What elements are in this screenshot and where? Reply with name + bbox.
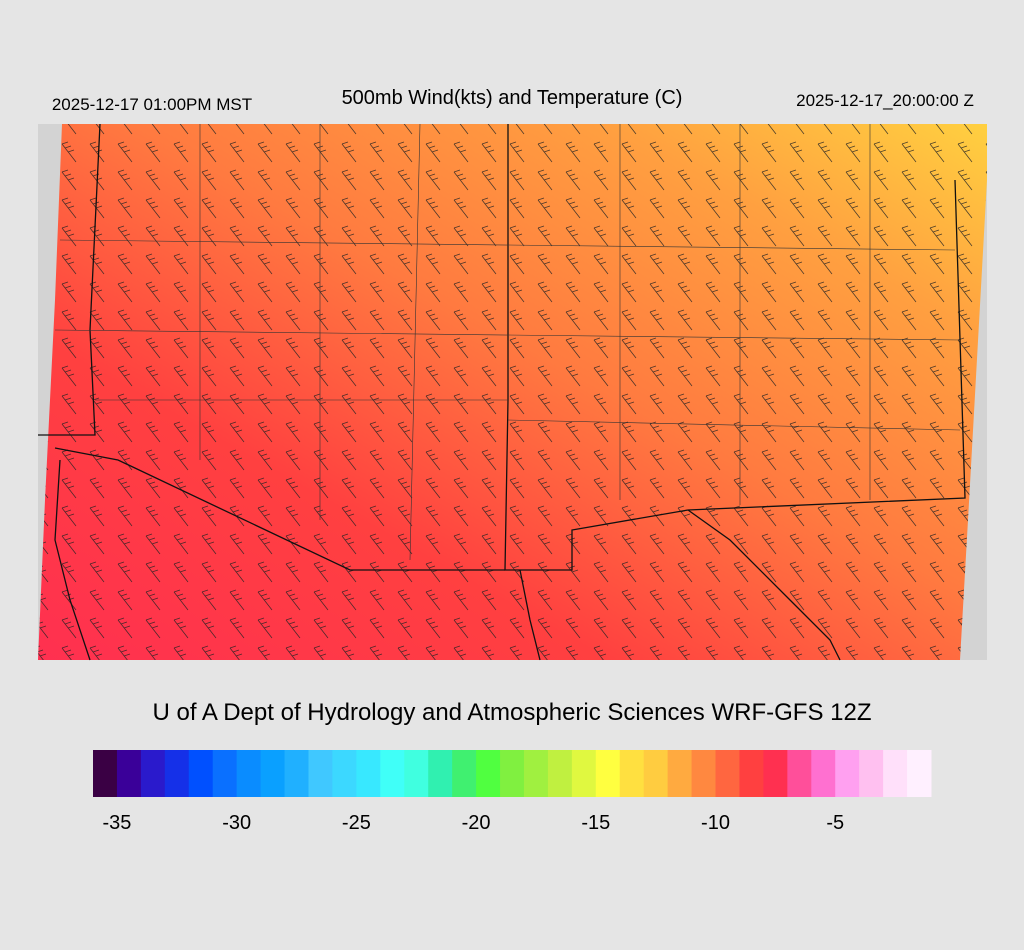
color-swatch <box>332 750 357 797</box>
color-swatch <box>164 750 190 797</box>
color-swatch <box>212 750 238 797</box>
color-swatch <box>643 750 669 797</box>
color-swatch <box>619 750 645 797</box>
color-swatch <box>571 750 597 797</box>
color-swatch <box>763 750 788 797</box>
color-swatch <box>260 750 286 797</box>
color-swatch <box>500 750 525 797</box>
color-swatch <box>523 750 549 797</box>
color-swatch <box>356 750 381 797</box>
color-swatch <box>308 750 333 797</box>
colorbar-tick-label: -25 <box>342 812 371 834</box>
county-lines <box>54 123 961 561</box>
color-swatch <box>93 750 118 797</box>
local-time: 2025-12-17 01:00PM MST <box>52 95 252 114</box>
colorbar-tick-label: -15 <box>581 812 610 834</box>
credit: U of A Dept of Hydrology and Atmospheric… <box>153 699 872 726</box>
color-swatch <box>428 750 453 797</box>
color-swatch <box>739 750 764 797</box>
colorbar-tick-label: -35 <box>102 812 131 834</box>
color-swatch <box>835 750 860 797</box>
color-swatch <box>404 750 429 797</box>
valid-time: 2025-12-17_20:00:00 Z <box>796 91 974 110</box>
colorbar-tick-label: -10 <box>701 812 730 834</box>
color-swatch <box>715 750 740 797</box>
color-swatch <box>452 750 477 797</box>
wind-barbs <box>38 124 987 660</box>
colorbar-tick-label: -5 <box>826 812 844 834</box>
color-swatch <box>547 750 573 797</box>
color-swatch <box>188 750 214 797</box>
borders <box>38 123 966 661</box>
color-swatch <box>667 750 693 797</box>
color-swatch <box>595 750 621 797</box>
colorbar: -35 -30 -25 -20 -15 -10 -5 <box>93 750 932 834</box>
colorbar-tick-label: -30 <box>222 812 251 834</box>
color-swatch <box>476 750 501 797</box>
color-swatch <box>811 750 836 797</box>
color-swatch <box>284 750 309 797</box>
color-swatch <box>907 750 932 797</box>
color-swatch <box>116 750 142 797</box>
color-swatch <box>883 750 908 797</box>
color-swatch <box>236 750 262 797</box>
color-swatch <box>859 750 884 797</box>
color-swatch <box>787 750 812 797</box>
color-swatch <box>691 750 717 797</box>
colorbar-tick-label: -20 <box>462 812 491 834</box>
color-swatch <box>380 750 405 797</box>
color-swatch <box>140 750 166 797</box>
map <box>38 123 987 661</box>
map-title: 500mb Wind(kts) and Temperature (C) <box>342 87 683 109</box>
